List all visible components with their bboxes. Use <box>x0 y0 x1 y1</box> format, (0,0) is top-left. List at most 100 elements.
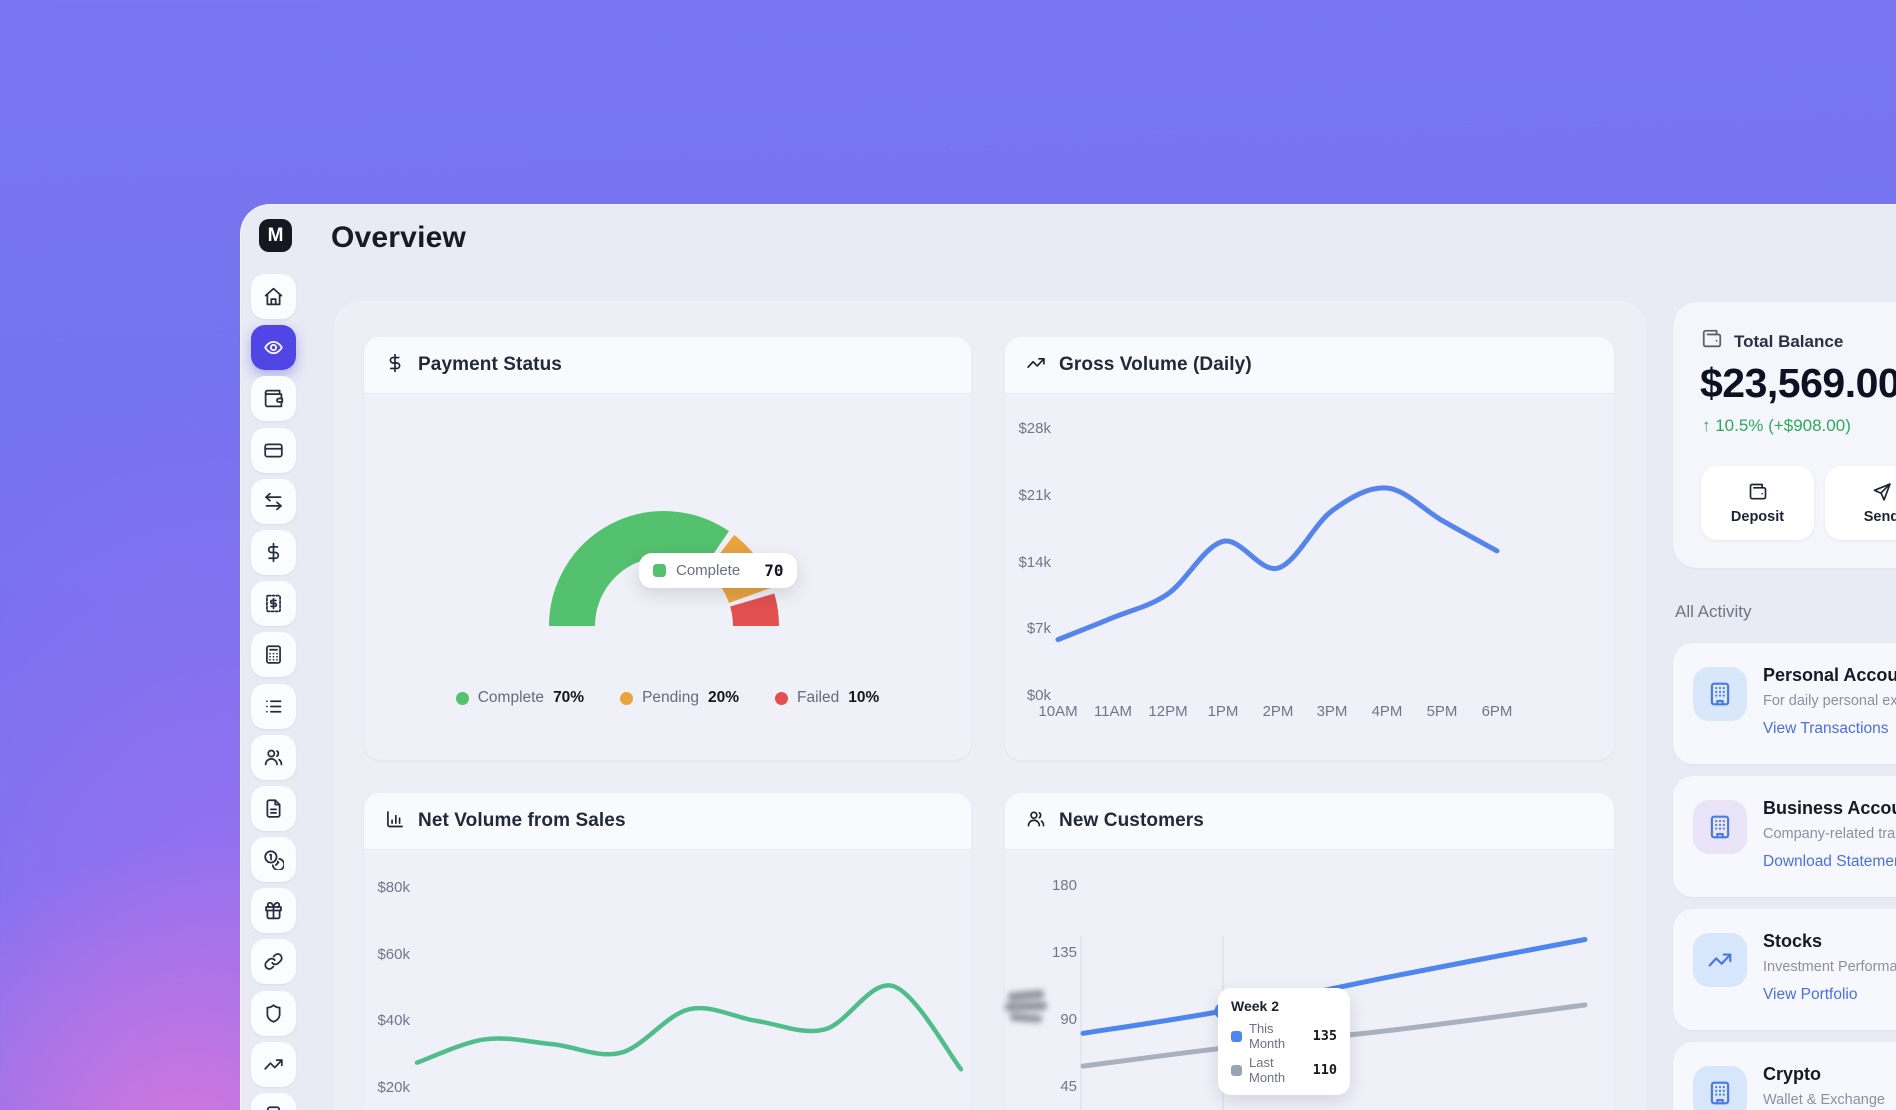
net-volume-chart[interactable]: $80k $60k $40k $20k <box>364 850 971 1110</box>
new-customers-header: New Customers <box>1005 793 1614 850</box>
total-balance-card: Total Balance $23,569.00 ↑ 10.5% (+$908.… <box>1673 302 1896 568</box>
send-icon <box>1872 482 1892 502</box>
list-icon <box>263 696 284 717</box>
link-icon <box>263 951 284 972</box>
sidebar-item-trending-up[interactable] <box>251 1041 296 1087</box>
sidebar-item-list[interactable] <box>251 683 296 729</box>
activity-desc: Wallet & Exchange <box>1763 1092 1885 1108</box>
x-tick: 4PM <box>1371 703 1403 720</box>
sidebar-item-link[interactable] <box>251 939 296 985</box>
building-icon <box>1707 681 1733 707</box>
sidebar-item-transfer-arrows[interactable] <box>251 478 296 524</box>
card-title: Net Volume from Sales <box>418 810 626 831</box>
all-activity-heading: All Activity <box>1675 602 1752 621</box>
wallet-icon <box>1701 328 1723 355</box>
payment-status-card: Payment Status Complete 70 Complete 70% Pe… <box>364 337 971 760</box>
balance-label: Total Balance <box>1734 331 1844 351</box>
activity-icon-tile <box>1693 1066 1747 1110</box>
activity-desc: For daily personal expenses <box>1763 693 1896 709</box>
shield-icon <box>263 1003 284 1024</box>
sidebar-item-wallet[interactable] <box>251 376 296 422</box>
net-volume-card: Net Volume from Sales $80k $60k $40k $20k <box>364 793 971 1110</box>
sidebar-item-credit-card[interactable] <box>251 427 296 473</box>
x-tick: 10AM <box>1038 703 1078 720</box>
sidebar-item-eye[interactable] <box>251 325 296 371</box>
card-title: Payment Status <box>418 354 562 375</box>
sidebar-item-calculator[interactable] <box>251 632 296 678</box>
activity-title: Personal Account <box>1763 665 1896 685</box>
legend-item-pending: Pending 20% <box>620 689 739 707</box>
sidebar-item-users[interactable] <box>251 734 296 780</box>
activity-title: Business Account <box>1763 798 1896 818</box>
app-logo[interactable]: M <box>259 219 292 252</box>
activity-card-crypto[interactable]: Crypto Wallet & Exchange <box>1673 1042 1896 1110</box>
legend-dot <box>775 691 789 705</box>
sidebar-item-smartphone[interactable] <box>251 1093 296 1110</box>
balance-amount: $23,569.00 <box>1700 360 1896 406</box>
gauge-legend: Complete 70% Pending 20% Failed 10% <box>364 689 971 707</box>
legend-value: 20% <box>707 689 740 706</box>
activity-link[interactable]: View Transactions <box>1763 720 1889 737</box>
legend-item-complete: Complete 70% <box>455 689 585 707</box>
legend-value: 10% <box>848 689 880 706</box>
eye-icon <box>263 337 284 358</box>
button-label: Send <box>1863 508 1896 525</box>
gross-volume-svg <box>1055 485 1500 643</box>
tooltip-row: Last Month 110 <box>1231 1055 1337 1085</box>
gross-volume-chart[interactable]: $28k $21k $14k $7k $0k 10AM 11AM 12PM 1PM 2PM 3PM 4… <box>1005 394 1614 760</box>
deposit-button[interactable]: Deposit <box>1701 466 1814 540</box>
gross-volume-header: Gross Volume (Daily) <box>1005 337 1614 394</box>
activity-card-business-account[interactable]: Business Account Company-related transact… <box>1673 776 1896 897</box>
activity-desc: Investment Performance <box>1763 959 1896 975</box>
y-tick: $28k <box>1018 420 1051 437</box>
x-tick: 6PM <box>1481 703 1513 720</box>
activity-link[interactable]: View Portfolio <box>1763 986 1858 1003</box>
legend-item-failed: Failed 10% <box>775 689 879 707</box>
trending-up-icon <box>1707 947 1733 973</box>
activity-title: Stocks <box>1763 931 1823 951</box>
sidebar <box>251 274 296 1110</box>
activity-desc: Company-related transactions <box>1763 826 1896 842</box>
credit-card-icon <box>263 440 284 461</box>
app-window: M Overview Payment Status Complete 70 Co… <box>240 204 1896 1110</box>
y-tick: 135 <box>1051 944 1077 961</box>
transfer-arrows-icon <box>263 491 284 512</box>
activity-card-stocks[interactable]: Stocks Investment Performance View Portfol… <box>1673 909 1896 1030</box>
y-tick: $7k <box>1026 620 1051 638</box>
net-volume-svg <box>414 983 964 1072</box>
x-tick: 5PM <box>1426 703 1458 720</box>
legend-dot <box>620 691 634 705</box>
sidebar-item-home[interactable] <box>251 274 296 319</box>
tooltip-swatch <box>1231 1030 1242 1042</box>
y-tick: $14k <box>1018 553 1051 571</box>
tooltip-label: Complete <box>676 562 741 579</box>
sidebar-item-dollar[interactable] <box>251 529 296 575</box>
sidebar-item-gift[interactable] <box>251 888 296 934</box>
y-tick: $40k <box>377 1012 410 1030</box>
y-tick: 45 <box>1060 1078 1077 1095</box>
sidebar-item-document[interactable] <box>251 785 296 831</box>
card-title: New Customers <box>1059 810 1204 831</box>
trending-up-icon <box>1026 353 1046 378</box>
charts-grid: Payment Status Complete 70 Complete 70% Pe… <box>334 301 1646 1110</box>
week-tooltip: Week 2 This Month 135 Last Month 110 <box>1218 988 1350 1095</box>
dollar-icon <box>385 353 405 378</box>
sidebar-item-coins[interactable] <box>251 837 296 883</box>
wallet-minimal-icon <box>1748 482 1768 502</box>
activity-icon-tile <box>1693 800 1747 854</box>
legend-dot <box>455 691 469 705</box>
legend-value: 70% <box>553 689 585 706</box>
balance-change: ↑ 10.5% (+$908.00) <box>1702 416 1851 435</box>
activity-icon-tile <box>1693 667 1747 721</box>
y-tick: $21k <box>1018 486 1051 504</box>
send-button[interactable]: Send <box>1825 466 1896 540</box>
y-tick: $0k <box>1026 687 1051 704</box>
activity-link[interactable]: Download Statement <box>1763 853 1896 870</box>
tooltip-title: Week 2 <box>1231 998 1279 1014</box>
wallet-icon <box>263 388 284 409</box>
sidebar-item-shield[interactable] <box>251 990 296 1036</box>
legend-label: Pending <box>642 689 699 706</box>
tooltip-value: 135 <box>1312 1028 1337 1044</box>
sidebar-item-receipt[interactable] <box>251 581 296 627</box>
activity-card-personal-account[interactable]: Personal Account For daily personal expen… <box>1673 643 1896 764</box>
